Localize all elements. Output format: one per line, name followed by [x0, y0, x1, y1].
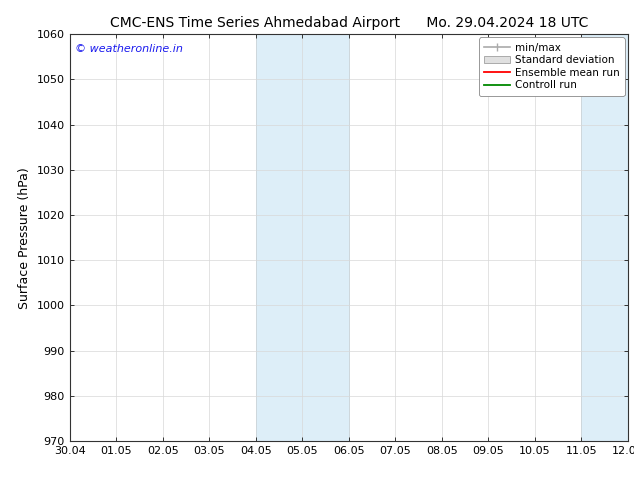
- Y-axis label: Surface Pressure (hPa): Surface Pressure (hPa): [18, 167, 31, 309]
- Bar: [581, 34, 634, 441]
- Title: CMC-ENS Time Series Ahmedabad Airport      Mo. 29.04.2024 18 UTC: CMC-ENS Time Series Ahmedabad Airport Mo…: [110, 16, 588, 30]
- Bar: [256, 34, 349, 441]
- Legend: min/max, Standard deviation, Ensemble mean run, Controll run: min/max, Standard deviation, Ensemble me…: [479, 37, 624, 96]
- Text: © weatheronline.in: © weatheronline.in: [75, 45, 183, 54]
